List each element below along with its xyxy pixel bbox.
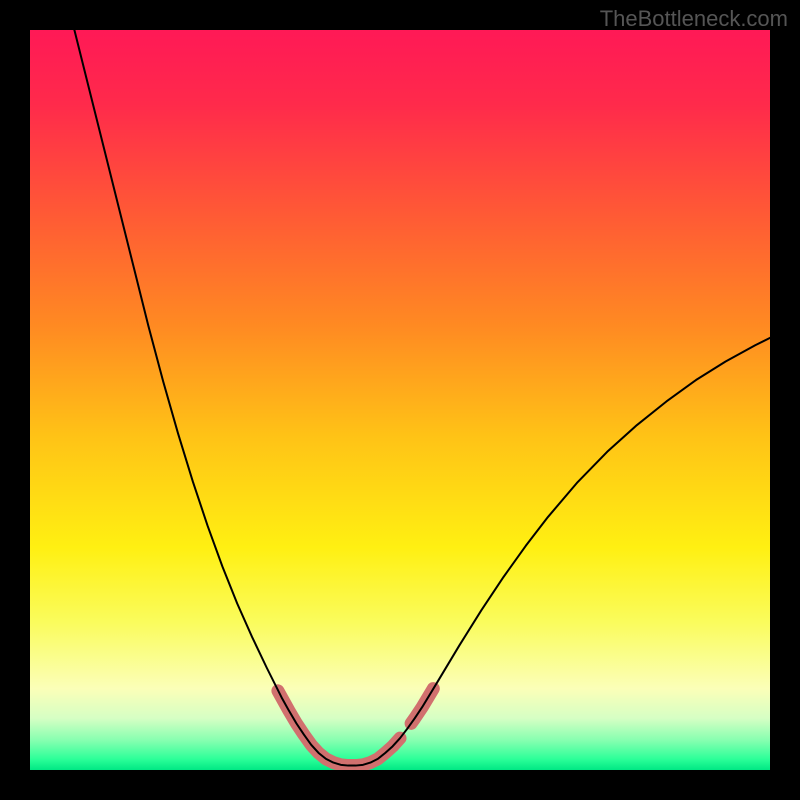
chart-svg xyxy=(30,30,770,770)
plot-area xyxy=(30,30,770,770)
watermark-text: TheBottleneck.com xyxy=(600,6,788,32)
chart-container: TheBottleneck.com xyxy=(0,0,800,800)
gradient-background xyxy=(30,30,770,770)
